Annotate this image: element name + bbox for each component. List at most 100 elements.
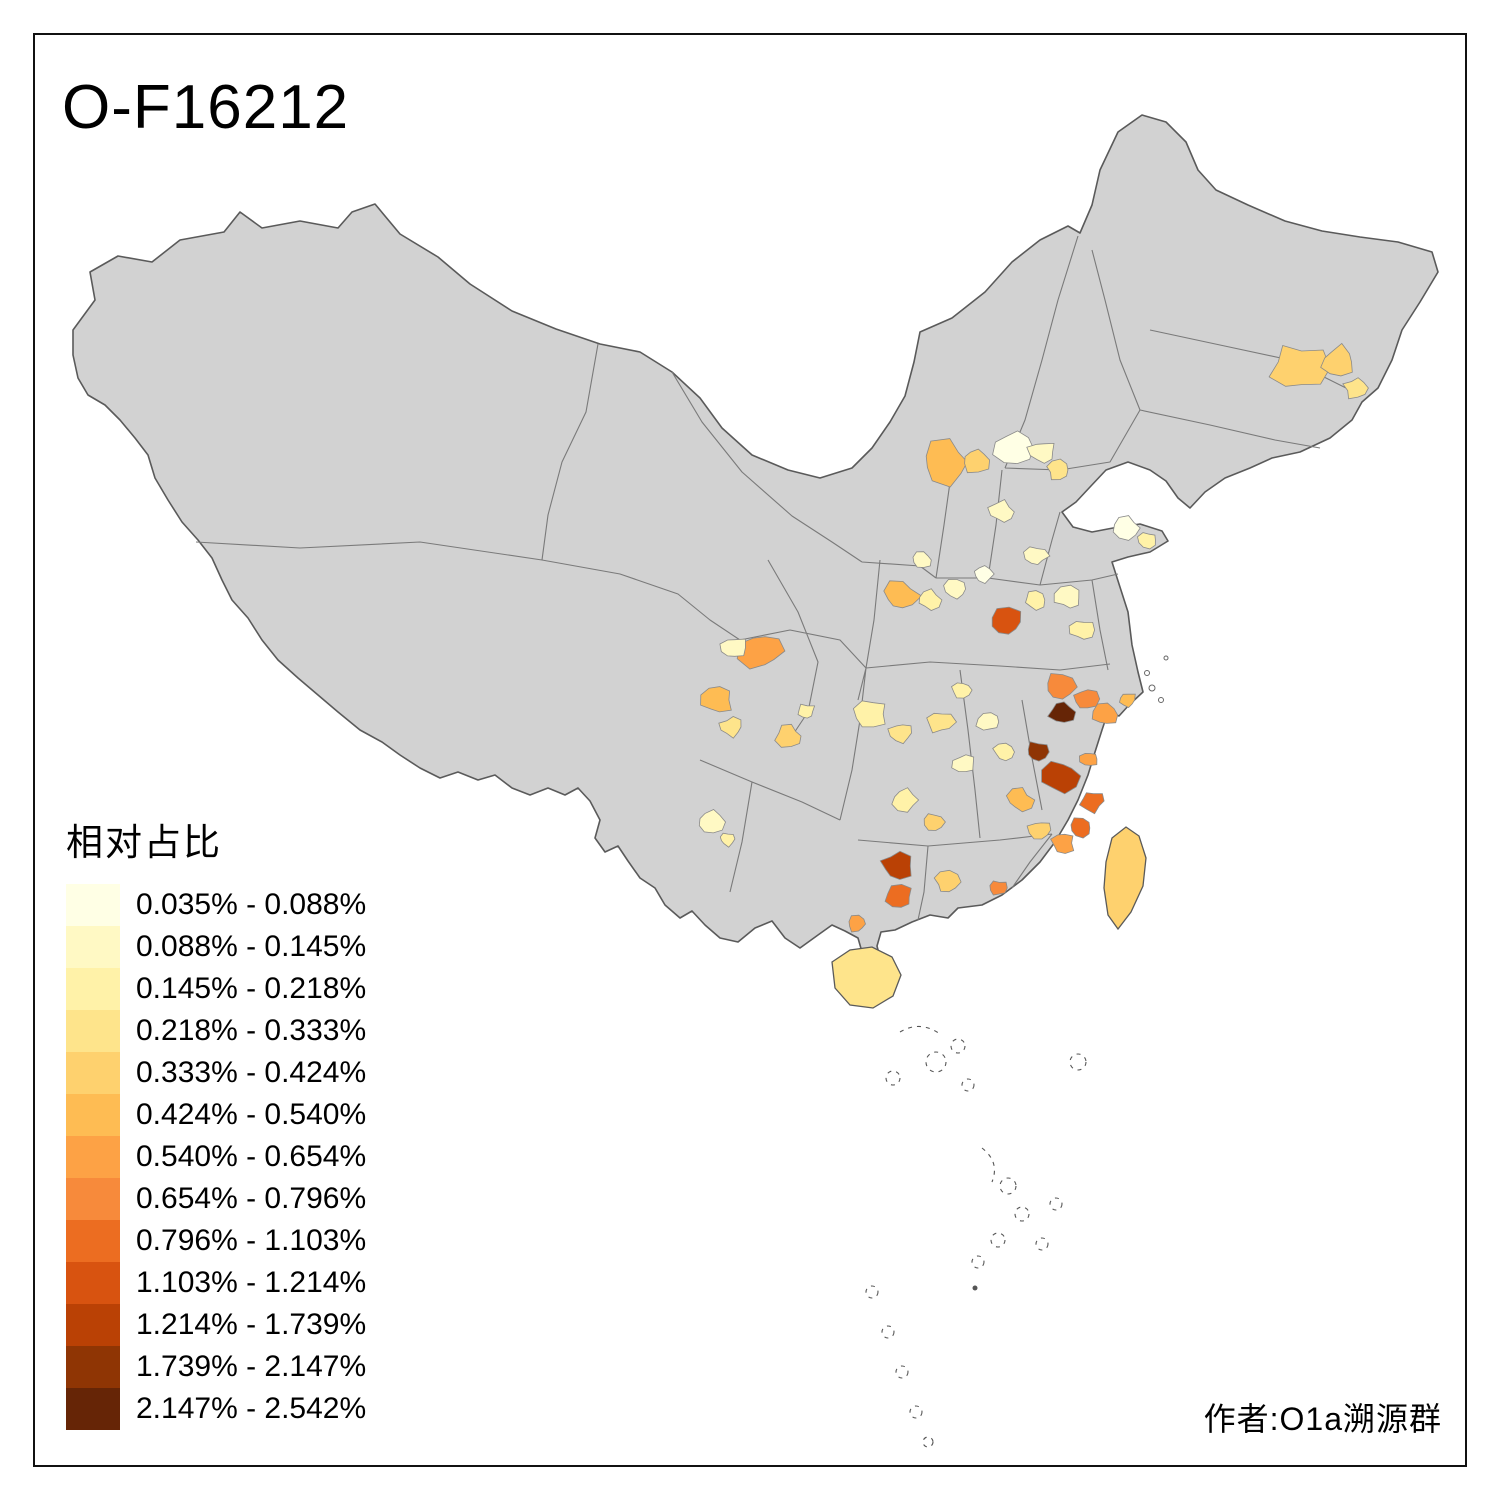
legend-item: 0.218% - 0.333% — [66, 1010, 366, 1052]
map-region — [989, 880, 1008, 896]
legend-swatch — [66, 1346, 120, 1388]
map-region — [1320, 342, 1353, 377]
legend-label: 1.214% - 1.739% — [136, 1308, 367, 1341]
legend-label: 0.540% - 0.654% — [136, 1140, 367, 1173]
map-region — [848, 914, 866, 933]
map-region — [1073, 689, 1101, 709]
legend-label: 1.739% - 2.147% — [136, 1350, 367, 1383]
map-region — [719, 638, 746, 657]
legend-label: 0.654% - 0.796% — [136, 1182, 367, 1215]
legend-label: 0.088% - 0.145% — [136, 930, 367, 963]
map-region — [964, 448, 991, 474]
author-credit: 作者:O1a溯源群 — [1203, 1401, 1442, 1437]
south-china-sea-islands — [865, 1025, 1087, 1448]
map-region — [1046, 458, 1069, 481]
legend-title: 相对占比 — [66, 822, 222, 863]
map-region — [1078, 752, 1098, 766]
map-region — [718, 716, 742, 739]
legend-item: 0.088% - 0.145% — [66, 926, 366, 968]
legend-swatch — [66, 1220, 120, 1262]
map-region — [891, 787, 920, 813]
map-region — [1025, 590, 1046, 611]
map-region — [992, 430, 1034, 465]
map-region — [973, 565, 995, 584]
map-region — [774, 723, 802, 748]
legend-item: 0.424% - 0.540% — [66, 1094, 366, 1136]
prefecture-regions — [698, 342, 1369, 933]
map-region — [1112, 515, 1141, 541]
legend-swatch — [66, 1136, 120, 1178]
legend-swatch — [66, 1010, 120, 1052]
map-region — [1023, 546, 1051, 566]
map-region — [852, 700, 886, 728]
legend-item: 0.145% - 0.218% — [66, 968, 366, 1010]
map-region — [951, 682, 973, 699]
map-region — [991, 606, 1022, 635]
map-region — [1070, 817, 1091, 839]
legend-item: 0.035% - 0.088% — [66, 884, 366, 926]
map-region — [925, 438, 968, 488]
legend-swatch — [66, 1304, 120, 1346]
map-region — [1342, 377, 1369, 400]
map-region — [1027, 741, 1050, 762]
itu-aba-island — [972, 1285, 978, 1291]
map-region — [1047, 673, 1078, 700]
map-region — [992, 742, 1015, 762]
legend-label: 2.147% - 2.542% — [136, 1392, 367, 1425]
map-region — [918, 588, 943, 611]
map-region — [884, 883, 912, 908]
legend-item: 0.333% - 0.424% — [66, 1052, 366, 1094]
legend-item: 1.103% - 1.214% — [66, 1262, 366, 1304]
china-mainland — [72, 114, 1439, 969]
map-region — [926, 712, 958, 734]
legend-item: 1.739% - 2.147% — [66, 1346, 366, 1388]
map-region — [951, 754, 975, 772]
legend-label: 0.333% - 0.424% — [136, 1056, 367, 1089]
map-region — [719, 832, 736, 848]
map-region — [975, 712, 1000, 731]
map-region — [698, 809, 726, 834]
map-region — [1005, 787, 1036, 813]
map-region — [1091, 702, 1119, 724]
legend-item: 0.540% - 0.654% — [66, 1136, 366, 1178]
map-region — [700, 686, 732, 713]
hainan-island — [831, 946, 902, 1009]
legend-item: 2.147% - 2.542% — [66, 1388, 366, 1430]
taiwan-island — [1103, 826, 1147, 931]
map-region — [887, 724, 912, 745]
legend-swatch — [66, 1052, 120, 1094]
map-region — [797, 703, 816, 719]
legend-label: 0.424% - 0.540% — [136, 1098, 367, 1131]
legend-items: 0.035% - 0.088% 0.088% - 0.145% 0.145% - 0… — [66, 884, 366, 1430]
map-region — [1041, 760, 1082, 795]
province-borders — [195, 235, 1351, 921]
map-region — [1050, 833, 1075, 854]
map-region — [1053, 584, 1080, 609]
map-region — [923, 813, 946, 831]
map-region — [1026, 822, 1052, 840]
coastal-islands — [1144, 655, 1169, 703]
map-region — [1268, 345, 1331, 387]
legend-swatch — [66, 884, 120, 926]
legend-swatch — [66, 1178, 120, 1220]
map-region — [933, 869, 962, 893]
map-region — [879, 850, 912, 880]
legend-label: 0.035% - 0.088% — [136, 888, 367, 921]
map-region — [883, 580, 923, 609]
legend-swatch — [66, 926, 120, 968]
map-region — [1047, 701, 1077, 723]
map-region — [1119, 693, 1136, 708]
map-region — [1078, 792, 1105, 815]
legend-swatch — [66, 1094, 120, 1136]
legend-item: 0.796% - 1.103% — [66, 1220, 366, 1262]
map-region — [1137, 532, 1156, 550]
legend-label: 0.796% - 1.103% — [136, 1224, 367, 1257]
legend-label: 0.145% - 0.218% — [136, 972, 367, 1005]
map-region — [987, 498, 1015, 523]
legend-item: 1.214% - 1.739% — [66, 1304, 366, 1346]
legend-swatch — [66, 968, 120, 1010]
map-title: O-F16212 — [62, 73, 350, 142]
legend: 相对占比 0.035% - 0.088% 0.088% - 0.145% 0.145… — [66, 812, 366, 1430]
